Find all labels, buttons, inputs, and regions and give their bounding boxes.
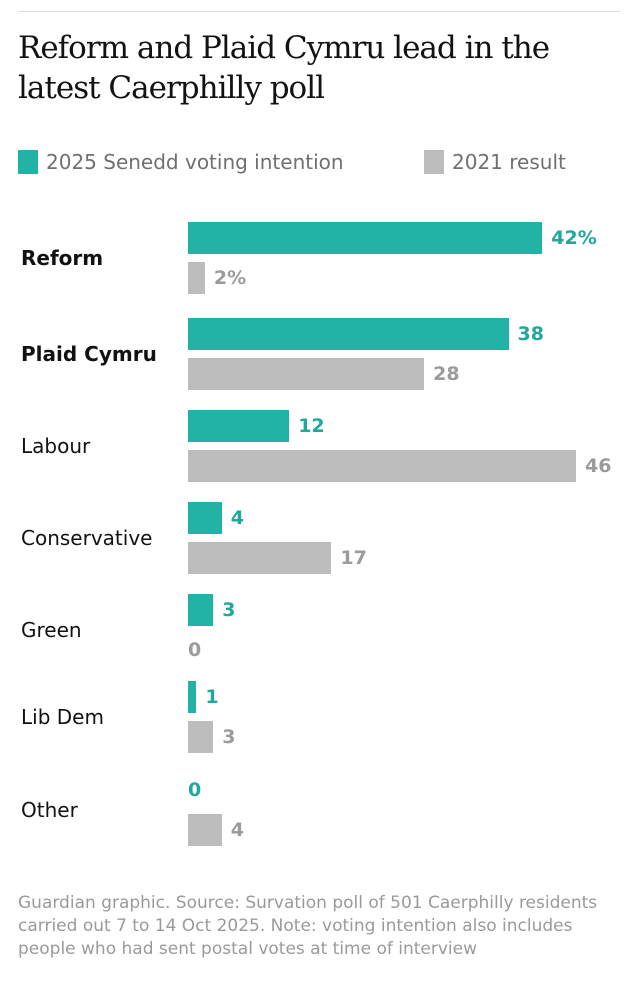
legend-item-2025: 2025 Senedd voting intention [18, 150, 344, 174]
category-label: Lib Dem [21, 705, 104, 729]
category-label: Conservative [21, 526, 153, 550]
bar-2021 [188, 358, 425, 390]
bar-2025 [188, 594, 214, 626]
bar-2021 [188, 814, 222, 846]
value-label-2025: 1 [205, 686, 219, 708]
bar-2025 [188, 318, 509, 350]
bar-2025 [188, 681, 197, 713]
value-label-2021: 3 [222, 726, 236, 748]
bar-2021 [188, 262, 205, 294]
value-label-2025: 12 [298, 415, 325, 437]
category-label: Other [21, 798, 78, 822]
category-label: Reform [21, 246, 104, 270]
value-label-2021: 17 [340, 547, 367, 569]
category-label: Green [21, 618, 82, 642]
value-label-2021: 28 [433, 363, 460, 385]
value-label-2021: 4 [230, 819, 244, 841]
bar-chart: Reform 42% 2% Plaid Cymru 38 28 Labour 12 46 Cons… [21, 222, 612, 846]
category-label: Labour [21, 434, 91, 458]
value-label-2021: 0 [188, 639, 202, 661]
value-label-2025: 42% [551, 227, 597, 249]
legend-label-2025: 2025 Senedd voting intention [46, 150, 344, 174]
value-label-2025: 4 [230, 507, 244, 529]
chart-title: Reform and Plaid Cymru lead in the lates… [18, 30, 550, 106]
legend-swatch-2025 [18, 150, 38, 174]
bar-2025 [188, 502, 222, 534]
value-label-2025: 38 [517, 323, 544, 345]
legend-swatch-2021 [424, 150, 444, 174]
value-label-2025: 0 [188, 779, 202, 801]
category-label: Plaid Cymru [21, 342, 157, 366]
bar-2021 [188, 450, 576, 482]
bar-2021 [188, 542, 332, 574]
top-rule [18, 11, 620, 12]
bar-2021 [188, 721, 214, 753]
value-label-2021: 2% [213, 267, 247, 289]
source-note: Guardian graphic. Source: Survation poll… [18, 893, 598, 959]
legend-item-2021: 2021 result [424, 150, 566, 174]
legend-label-2021: 2021 result [452, 150, 566, 174]
value-label-2021: 46 [585, 455, 612, 477]
legend: 2025 Senedd voting intention 2021 result [18, 150, 638, 178]
bar-2025 [188, 222, 543, 254]
bar-2025 [188, 410, 290, 442]
value-label-2025: 3 [222, 599, 236, 621]
